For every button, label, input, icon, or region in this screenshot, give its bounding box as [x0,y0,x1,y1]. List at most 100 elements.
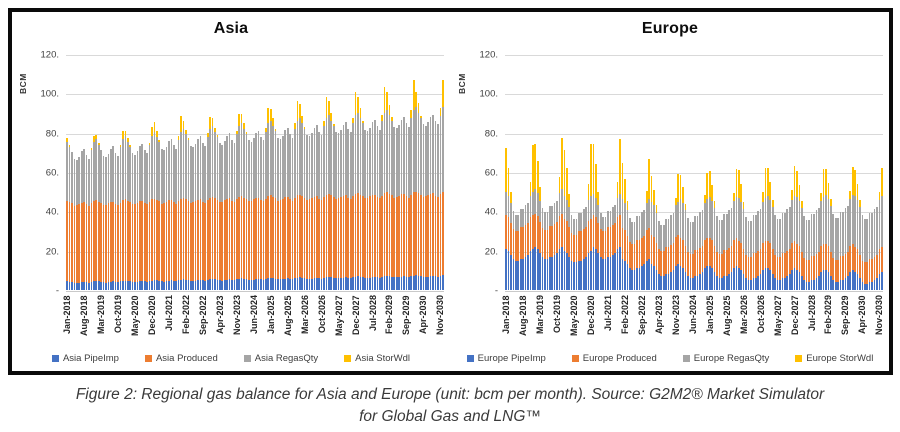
bar-segment-asia-produced [429,193,432,277]
x-tick-label: Oct-2026 [755,295,766,334]
bar-segment-europe-regasqty [742,209,745,249]
bar-segment-europe-pipeimp [667,274,670,290]
bar-stack [315,125,318,290]
bar-segment-europe-pipeimp [558,248,561,290]
legend-item: Asia Produced [144,353,218,364]
bar-segment-europe-pipeimp [515,260,517,290]
bar-segment-europe-produced [689,253,692,279]
bar-segment-europe-regasqty [791,199,793,243]
bar-segment-asia-pipeimp [303,278,306,290]
bar-segment-europe-produced [624,230,626,261]
bar-stack [808,220,810,290]
bar-segment-europe-pipeimp [507,250,510,290]
bar-stack [303,126,306,290]
bar-segment-europe-regasqty [670,215,672,245]
bar-stack [395,128,398,290]
bar-stack [328,101,330,290]
bar-segment-asia-produced [93,200,95,282]
bar-stack [400,119,403,290]
x-tick-label: Oct-2019 [552,295,563,334]
bar-segment-europe-regasqty [880,195,883,247]
bar-segment-asia-storwdl [303,126,306,129]
bar-segment-asia-storwdl [211,118,214,127]
bar-segment-europe-regasqty [665,219,667,247]
bar-segment-asia-pipeimp [434,276,437,290]
bar-segment-europe-produced [539,222,541,253]
bar-segment-asia-produced [366,197,369,278]
bar-segment-europe-produced [800,251,803,277]
bar-segment-asia-pipeimp [349,278,352,290]
bar-segment-asia-produced [139,201,141,282]
bar-segment-europe-produced [798,245,801,273]
bar-stack [541,208,544,290]
bar-segment-europe-pipeimp [655,270,658,290]
bar-segment-europe-regasqty [711,200,713,240]
bar-segment-asia-pipeimp [204,280,207,290]
bar-segment-europe-storwdl [650,175,653,202]
bar-stack [655,205,658,290]
x-tick-label: Mar-2026 [738,295,749,335]
x-tick-label: Jul-2021 [602,295,613,332]
y-tick-label: 120. [479,49,499,61]
bar-stack [822,169,825,290]
bar-segment-europe-pipeimp [524,256,527,290]
bar-segment-asia-produced [291,200,294,279]
bar-stack [851,167,854,290]
bar-segment-europe-pipeimp [536,248,539,290]
bar-segment-europe-pipeimp [791,270,793,290]
bar-stack [839,212,842,290]
bar-stack [260,137,262,290]
bar-segment-europe-storwdl [880,168,883,196]
bar-segment-asia-regasqty [279,138,282,200]
bar-segment-asia-produced [359,194,362,277]
bar-stack [597,191,600,290]
bar-segment-europe-pipeimp [723,276,726,290]
bar-segment-europe-regasqty [740,201,743,243]
bar-stack [733,192,735,290]
bar-segment-europe-produced [575,234,578,263]
bar-segment-asia-regasqty [197,138,199,200]
bar-segment-asia-regasqty [73,158,76,206]
bar-stack [238,114,241,290]
bar-segment-asia-regasqty [158,142,161,202]
legend-label: Europe PipeImp [477,353,546,364]
bar-segment-europe-produced [699,247,701,275]
bar-segment-europe-produced [687,251,689,277]
bar-segment-asia-regasqty [66,141,68,201]
bar-stack [825,169,827,290]
bar-segment-asia-produced [417,193,420,276]
bar-stack [684,204,687,290]
bar-segment-asia-regasqty [78,156,81,204]
bar-segment-asia-produced [262,201,265,280]
bar-segment-asia-storwdl [180,116,182,132]
bar-segment-europe-produced [776,256,779,281]
gridline [505,251,883,253]
bar-stack [83,149,85,290]
bar-segment-asia-storwdl [151,126,153,137]
bar-segment-europe-pipeimp [517,260,520,290]
bar-segment-asia-produced [134,203,136,283]
chart-frame: Asia BCM 120. 100. 80. 60. 40. 20. - Jan-2018 Au… [8,8,893,375]
bar-segment-asia-regasqty [405,123,408,197]
bar-segment-asia-pipeimp [340,278,342,290]
bar-segment-europe-storwdl [563,150,566,196]
bar-segment-asia-pipeimp [318,278,320,290]
bar-segment-europe-regasqty [580,213,583,231]
bar-stack [536,161,539,290]
bar-stack [434,120,437,290]
bar-segment-asia-regasqty [122,139,124,201]
bar-segment-asia-pipeimp [415,275,417,290]
bar-segment-europe-regasqty [568,207,570,228]
bar-segment-asia-regasqty [238,126,241,197]
bar-segment-asia-regasqty [424,125,427,197]
bar-segment-asia-produced [83,202,85,282]
bar-stack [245,132,248,290]
bar-segment-europe-storwdl [529,181,532,196]
bar-segment-europe-regasqty [827,198,830,246]
bar-segment-europe-pipeimp [708,266,711,290]
bar-segment-europe-produced [524,225,527,257]
bar-stack [767,168,769,290]
bar-stack [515,215,517,290]
bar-segment-europe-regasqty [708,196,711,238]
bar-stack [556,200,558,290]
